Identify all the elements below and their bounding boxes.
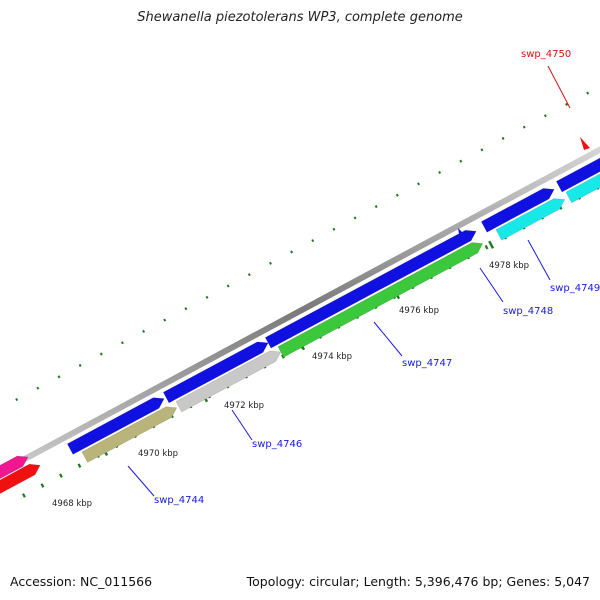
track-dot (311, 239, 315, 243)
gene-label-swp_4749[interactable]: swp_4749 (550, 283, 600, 294)
gene-arrow-swp_4749b[interactable] (565, 162, 600, 204)
track-dot (332, 227, 336, 231)
genome-title: Shewanella piezotolerans WP3, complete g… (137, 10, 463, 25)
track-dot (586, 91, 590, 95)
track-dot (184, 307, 188, 311)
scale-tick (59, 473, 63, 478)
track-dot (120, 341, 124, 345)
gene-label-swp_4750[interactable]: swp_4750 (521, 49, 571, 60)
track-dot (565, 102, 568, 106)
track-dot (78, 363, 82, 367)
track-dot (543, 114, 547, 118)
gene-leader-line (373, 321, 403, 357)
track-dot (163, 318, 167, 322)
gene-label-swp_4748[interactable]: swp_4748 (503, 306, 553, 317)
genome-summary-text: Topology: circular; Length: 5,396,476 bp… (246, 574, 590, 589)
gene-arrow-swp_4744[interactable] (81, 406, 178, 463)
track-dot (438, 170, 442, 175)
track-dot (226, 284, 230, 288)
track-dot (99, 352, 103, 356)
scale-tick (22, 493, 26, 498)
track-dot (269, 261, 272, 265)
gene-arrow-left-red[interactable] (0, 463, 41, 499)
backbone-line (0, 146, 600, 476)
gene-arrow-swp_4750-marker[interactable] (580, 137, 590, 150)
track-dot (142, 329, 146, 333)
scale-tick (40, 483, 45, 488)
gene-label-swp_4746[interactable]: swp_4746 (252, 439, 302, 450)
track-dot (15, 397, 19, 402)
track-dot (57, 375, 61, 379)
gene-arrow-swp_4749-outer[interactable] (480, 188, 555, 233)
track-dot (36, 386, 40, 390)
scale-tick-label: 4968 kbp (52, 499, 92, 509)
track-dot (374, 205, 378, 209)
scale-tick (77, 463, 82, 468)
gene-arrow-swp_4747-outer[interactable] (264, 229, 477, 349)
gene-labels: swp_4744 swp_4746 swp_4747 swp_4748 swp_4749… (127, 49, 600, 506)
scale-tick-label: 4974 kbp (312, 352, 352, 362)
gene-arrow-swp_4744-outer[interactable] (66, 397, 165, 455)
gene-label-swp_4744[interactable]: swp_4744 (154, 495, 204, 506)
track-dot (290, 250, 294, 254)
scale-tick-label: 4970 kbp (138, 449, 178, 459)
gene-label-swp_4747[interactable]: swp_4747 (402, 358, 452, 369)
gene-leader-line (127, 465, 155, 497)
track-dot (417, 182, 420, 186)
accession-text: Accession: NC_011566 (10, 574, 153, 589)
scale-tick-label: 4976 kbp (399, 306, 439, 316)
scale-tick-label: 4978 kbp (489, 261, 529, 271)
scale-tick-label: 4972 kbp (224, 401, 264, 411)
track-dot (205, 295, 209, 299)
gene-arrow-swp_4746[interactable] (175, 350, 282, 413)
scale-tick-major (488, 240, 495, 249)
track-dot (480, 148, 484, 152)
gene-arrow-swp_4746-outer[interactable] (162, 341, 269, 404)
genome-backbone (0, 146, 600, 476)
track-dot (522, 125, 526, 129)
track-dot (247, 273, 251, 277)
track-dot (353, 216, 357, 220)
gene-arrow-swp_4748[interactable] (458, 228, 468, 240)
gene-leader-line (231, 409, 253, 441)
gene-arrow-swp_4747[interactable] (277, 242, 484, 358)
gene-leader-line (547, 65, 571, 109)
scale-tick (281, 354, 285, 359)
gene-arrow-swp_4749[interactable] (495, 198, 566, 241)
track-dot (395, 193, 399, 197)
gene-features (0, 137, 600, 499)
gene-arrow-swp_4750-outer[interactable] (555, 150, 600, 193)
footer: Accession: NC_011566 Topology: circular;… (10, 574, 590, 589)
track-dot (459, 159, 463, 163)
scale-tick-labels: 4968 kbp 4970 kbp 4972 kbp 4974 kbp 4976 kbp… (52, 261, 529, 509)
gene-arrow-left-pink[interactable] (0, 455, 29, 488)
track-dot (501, 136, 505, 140)
outer-dot-track (15, 91, 590, 402)
gene-leader-line (479, 267, 504, 303)
scale-tick (484, 244, 489, 250)
gene-leader-line (527, 239, 551, 281)
